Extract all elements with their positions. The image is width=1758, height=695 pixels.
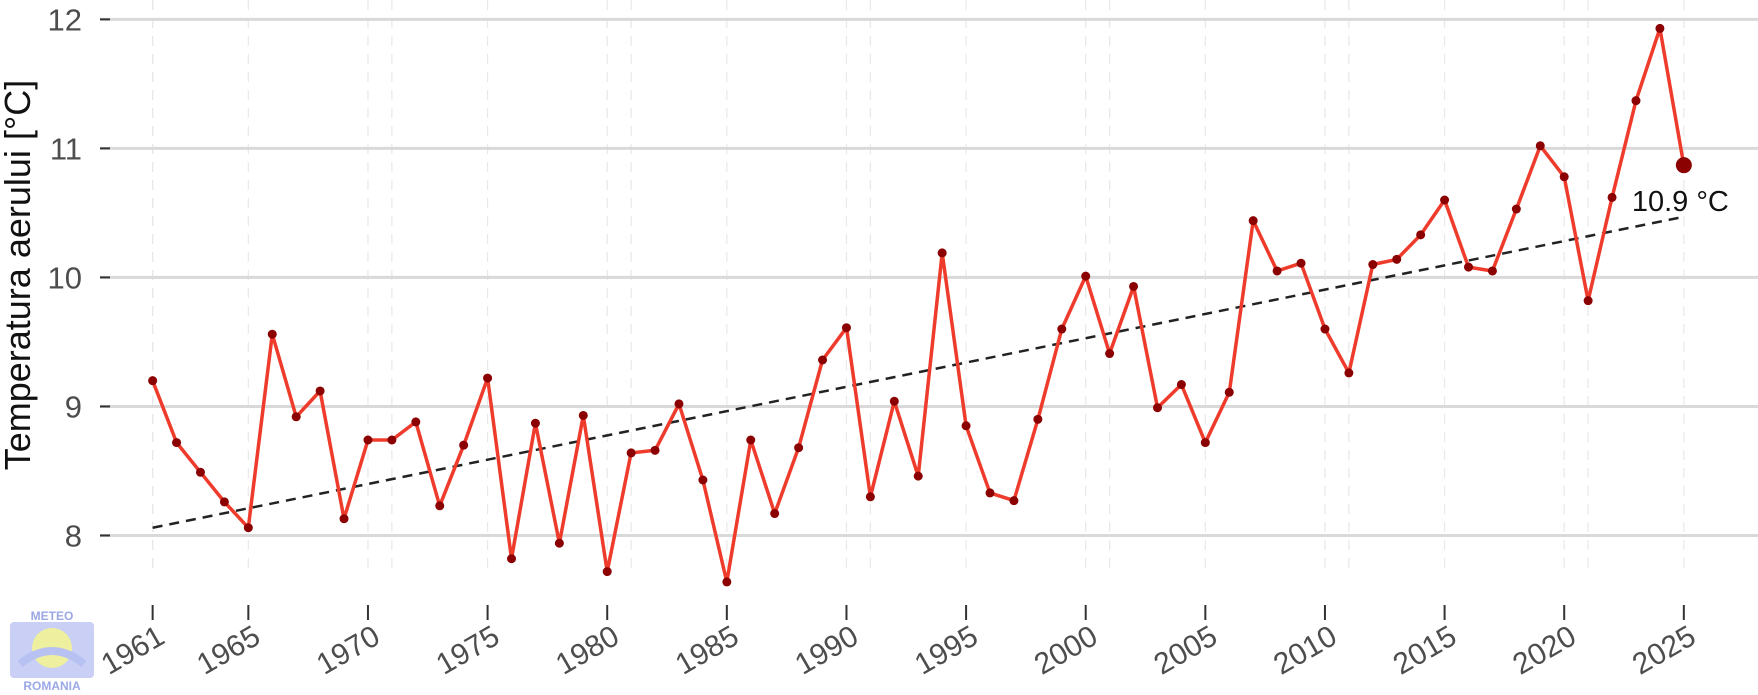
data-point xyxy=(602,567,612,577)
data-point xyxy=(1105,349,1115,359)
data-point xyxy=(1655,23,1665,33)
data-point xyxy=(841,323,851,333)
data-point xyxy=(818,355,828,365)
data-point xyxy=(1511,204,1521,214)
x-tick-label: 2005 xyxy=(1149,619,1223,681)
x-tick-label: 2000 xyxy=(1029,619,1103,681)
data-point xyxy=(1464,262,1474,272)
data-point xyxy=(1535,141,1545,151)
data-point xyxy=(195,467,205,477)
data-point xyxy=(1487,266,1497,276)
data-point xyxy=(291,412,301,422)
y-tick-label: 11 xyxy=(50,131,82,166)
x-tick-label: 1990 xyxy=(790,619,864,681)
x-tick-label: 2020 xyxy=(1507,619,1581,681)
data-point xyxy=(1392,254,1402,264)
x-tick-label: 1965 xyxy=(192,619,266,681)
data-point xyxy=(483,373,493,383)
data-point xyxy=(1033,414,1043,424)
data-point xyxy=(698,475,708,485)
x-tick-label: 1961 xyxy=(96,619,170,681)
data-point xyxy=(746,435,756,445)
data-point xyxy=(889,396,899,406)
data-point xyxy=(243,523,253,533)
data-point xyxy=(363,435,373,445)
data-point xyxy=(267,329,277,339)
data-point xyxy=(1200,438,1210,448)
data-point xyxy=(1631,96,1641,106)
data-point xyxy=(1081,271,1091,281)
x-tick-label: 2015 xyxy=(1388,619,1462,681)
y-tick-label: 12 xyxy=(48,2,82,37)
data-point xyxy=(722,577,732,587)
data-point xyxy=(1129,281,1139,291)
data-point xyxy=(961,421,971,431)
data-point xyxy=(148,376,158,386)
logo-arc xyxy=(17,647,87,668)
y-tick-label: 9 xyxy=(65,389,82,424)
x-tick-label: 1995 xyxy=(909,619,983,681)
data-point xyxy=(530,418,540,428)
data-point xyxy=(1320,324,1330,334)
data-point xyxy=(435,501,445,511)
data-point xyxy=(1583,296,1593,306)
data-point xyxy=(1176,380,1186,390)
data-point xyxy=(985,488,995,498)
data-point xyxy=(794,443,804,453)
x-tick-label: 1985 xyxy=(670,619,744,681)
data-point xyxy=(626,448,636,458)
data-point xyxy=(459,440,469,450)
data-point xyxy=(1248,216,1258,226)
data-point xyxy=(411,417,421,427)
data-point xyxy=(1224,387,1234,397)
data-point xyxy=(1607,192,1617,202)
grid xyxy=(100,0,1758,570)
x-tick-label: 1970 xyxy=(311,619,385,681)
x-tick-label: 2010 xyxy=(1268,619,1342,681)
data-point xyxy=(507,554,517,564)
data-point xyxy=(315,386,325,396)
data-point xyxy=(913,471,923,481)
data-point xyxy=(650,445,660,455)
y-tick-label: 10 xyxy=(48,260,82,295)
temperature-line xyxy=(150,26,1686,584)
data-point xyxy=(1344,368,1354,378)
data-point xyxy=(1440,195,1450,205)
latest-data-point xyxy=(1675,157,1692,174)
data-point xyxy=(1559,172,1569,182)
data-point xyxy=(770,509,780,519)
data-point xyxy=(1152,403,1162,413)
data-point xyxy=(1368,260,1378,270)
data-point xyxy=(387,435,397,445)
logo-top-text: METEO xyxy=(31,609,74,623)
trend-line xyxy=(152,215,1685,529)
y-axis-label: Temperatura aerului [°C] xyxy=(0,80,38,471)
data-point xyxy=(674,399,684,409)
x-axis: 1961 1965 1970 1975 1980 1985 1990 1995 2000 2005… xyxy=(96,605,1701,681)
data-point xyxy=(1272,266,1282,276)
y-axis: 8 9 10 11 12 xyxy=(48,2,110,553)
data-point xyxy=(865,492,875,502)
data-point xyxy=(1296,258,1306,268)
data-point xyxy=(1009,496,1019,506)
x-tick-label: 2025 xyxy=(1627,619,1701,681)
data-point xyxy=(578,410,588,420)
series-layer xyxy=(148,23,1692,587)
data-point xyxy=(1057,324,1067,334)
data-point xyxy=(339,514,349,524)
logo-bottom-text: ROMANIA xyxy=(23,679,81,692)
y-tick-label: 8 xyxy=(65,518,82,553)
meteo-romania-logo: METEO ROMANIA xyxy=(10,609,94,692)
latest-value-label: 10.9 °C xyxy=(1632,186,1729,218)
data-point xyxy=(172,438,182,448)
data-point xyxy=(554,538,564,548)
annotation-layer: 10.9 °C xyxy=(1632,186,1729,218)
x-tick-label: 1980 xyxy=(550,619,624,681)
data-point xyxy=(1416,230,1426,240)
x-tick-label: 1975 xyxy=(431,619,505,681)
data-point xyxy=(219,497,229,507)
data-point xyxy=(937,248,947,258)
trend-layer xyxy=(152,215,1685,529)
